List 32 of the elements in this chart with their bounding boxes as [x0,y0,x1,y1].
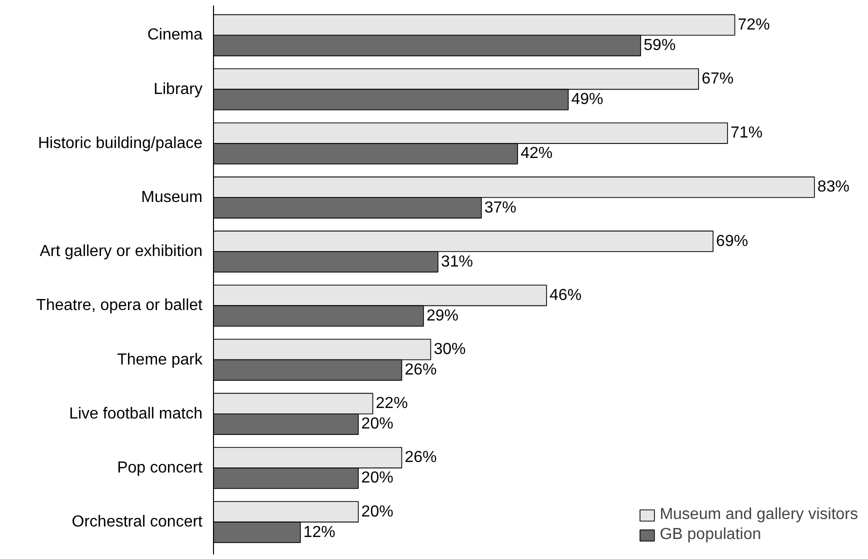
legend-label: Museum and gallery visitors [660,506,858,524]
data-label: 71% [730,124,763,142]
data-label: 30% [434,341,466,358]
data-label: 72% [738,16,770,34]
data-label: 22% [376,395,408,412]
data-label: 20% [361,416,394,433]
data-label: 42% [520,145,553,162]
data-label: 67% [702,70,734,88]
data-label: 12% [303,524,336,541]
data-label: 49% [571,91,604,108]
data-label: 26% [404,362,437,379]
y-tick-label: Library [154,80,202,98]
y-tick-label: Theatre, opera or ballet [36,297,204,314]
y-tick-label: Art gallery or exhibition [40,243,203,260]
data-label: 46% [550,286,582,304]
data-label: 37% [484,199,516,216]
y-tick-label: Museum [141,189,203,206]
y-tick-label: Live football match [69,405,202,422]
y-tick-label: Theme park [117,351,204,368]
data-label: 59% [644,37,676,54]
y-tick-label: Historic building/palace [38,134,203,152]
data-label: 31% [440,253,473,270]
legend-label: GB population [660,526,762,544]
data-label: 69% [716,232,748,250]
y-tick-label: Cinema [147,26,203,44]
data-label: 26% [404,449,437,466]
data-label: 20% [361,470,394,487]
y-tick-label: Pop concert [117,459,204,476]
data-label: 83% [817,178,850,196]
data-label: 29% [426,307,458,324]
data-label: 20% [361,503,394,520]
y-tick-label: Orchestral concert [72,514,204,531]
